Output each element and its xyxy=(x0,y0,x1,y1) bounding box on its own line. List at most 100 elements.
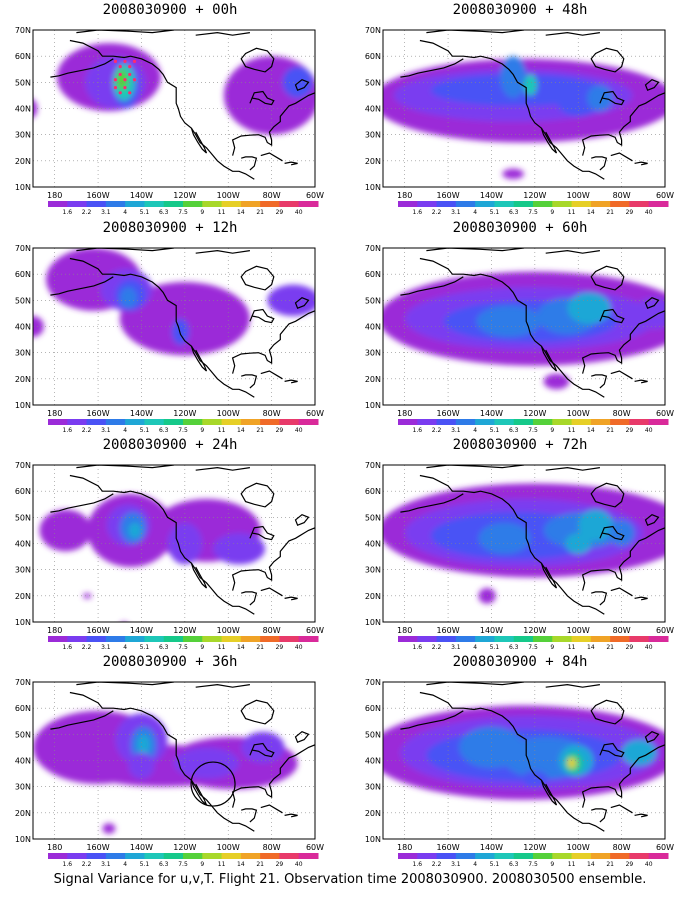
lon-label: 100W xyxy=(217,843,240,852)
colorbar-label: 11 xyxy=(568,644,576,650)
colorbar-label: 1.6 xyxy=(413,209,423,215)
lon-label: 60W xyxy=(656,409,674,418)
colorbar-swatch xyxy=(221,853,242,859)
lat-label: 60N xyxy=(365,270,381,279)
colorbar-swatch xyxy=(163,853,184,859)
lat-label: 20N xyxy=(365,157,381,166)
colorbar-swatch xyxy=(552,853,573,859)
lon-label: 180 xyxy=(397,409,412,418)
colorbar-swatch xyxy=(144,419,165,425)
colorbar-swatch xyxy=(221,201,242,207)
colorbar-label: 5.1 xyxy=(490,644,500,650)
lon-label: 120W xyxy=(523,191,546,200)
colorbar-swatch xyxy=(436,853,457,859)
colorbar-label: 2.2 xyxy=(432,861,442,867)
lat-label: 10N xyxy=(365,401,381,410)
colorbar-label: 6.3 xyxy=(509,427,519,433)
colorbar-swatch xyxy=(183,853,203,859)
colorbar-label: 3.1 xyxy=(101,427,111,433)
colorbar-swatch xyxy=(590,853,611,859)
map-panel-36h: 2008030900 + 36h 70N 60N 50N 40N 30N 20N 10N 18… xyxy=(0,652,340,867)
colorbar-swatch xyxy=(279,419,300,425)
colorbar-label: 3.1 xyxy=(101,861,111,867)
colorbar-label: 21 xyxy=(606,209,614,215)
colorbar-swatch xyxy=(240,201,261,207)
lon-label: 180 xyxy=(47,626,62,635)
lon-label: 140W xyxy=(130,843,153,852)
colorbar-swatch xyxy=(513,201,534,207)
colorbar-label: 40 xyxy=(295,861,303,867)
colorbar-label: 14 xyxy=(587,209,595,215)
colorbar-swatch xyxy=(125,636,145,642)
colorbar-swatch xyxy=(494,419,515,425)
colorbar-label: 7.5 xyxy=(528,209,538,215)
colorbar-label: 7.5 xyxy=(528,427,538,433)
colorbar-label: 11 xyxy=(568,861,576,867)
lat-label: 10N xyxy=(365,183,381,192)
colorbar-swatch xyxy=(125,853,145,859)
lon-label: 160W xyxy=(86,191,109,200)
lon-label: 140W xyxy=(480,843,503,852)
lon-label: 120W xyxy=(173,409,196,418)
colorbar-label: 11 xyxy=(218,861,226,867)
lon-label: 100W xyxy=(567,843,590,852)
lat-label: 30N xyxy=(15,349,31,358)
lat-label: 50N xyxy=(15,513,31,522)
map-panel-12h: 2008030900 + 12h 70N 60N 50N 40N 30N 20N 10N 18… xyxy=(0,218,340,433)
colorbar-swatch xyxy=(513,853,534,859)
lon-label: 140W xyxy=(130,409,153,418)
lon-label: 180 xyxy=(47,409,62,418)
colorbar-label: 4 xyxy=(123,861,127,867)
lon-label: 80W xyxy=(613,843,631,852)
colorbar-swatch xyxy=(494,201,515,207)
lat-label: 70N xyxy=(365,461,381,470)
colorbar-label: 2.2 xyxy=(82,644,92,650)
colorbar-label: 14 xyxy=(237,644,245,650)
colorbar-label: 7.5 xyxy=(178,427,188,433)
lon-label: 160W xyxy=(86,409,109,418)
colorbar-swatch xyxy=(494,636,515,642)
colorbar-label: 5.1 xyxy=(140,644,150,650)
lat-label: 40N xyxy=(15,757,31,766)
colorbar-swatch xyxy=(648,636,669,642)
colorbar-swatch xyxy=(455,201,476,207)
lat-label: 50N xyxy=(365,296,381,305)
colorbar-label: 5.1 xyxy=(490,209,500,215)
colorbar-swatch xyxy=(202,853,223,859)
colorbar-swatch xyxy=(183,201,203,207)
colorbar-swatch xyxy=(436,419,457,425)
colorbar-label: 29 xyxy=(626,644,634,650)
colorbar-label: 5.1 xyxy=(490,427,500,433)
colorbar-label: 29 xyxy=(626,427,634,433)
colorbar-label: 9 xyxy=(550,427,554,433)
colorbar-swatch xyxy=(163,201,184,207)
colorbar-swatch xyxy=(398,636,418,642)
lat-label: 50N xyxy=(15,78,31,87)
colorbar-swatch xyxy=(48,201,68,207)
variance-map: 70N 60N 50N 40N 30N 20N 10N 180 160W 140W 120W 100W… xyxy=(365,26,674,215)
panel-title: 2008030900 + 60h xyxy=(452,220,588,236)
colorbar-label: 40 xyxy=(295,209,303,215)
colorbar-swatch xyxy=(533,201,553,207)
colorbar-swatch xyxy=(105,636,126,642)
lat-label: 70N xyxy=(15,244,31,253)
lat-label: 30N xyxy=(365,783,381,792)
colorbar-label: 6.3 xyxy=(159,209,169,215)
colorbar-swatch xyxy=(221,636,242,642)
lat-label: 70N xyxy=(15,678,31,687)
colorbar-label: 9 xyxy=(200,427,204,433)
colorbar-label: 29 xyxy=(276,427,284,433)
lon-label: 60W xyxy=(656,191,674,200)
colorbar-swatch xyxy=(298,201,319,207)
lon-label: 60W xyxy=(306,191,324,200)
map-panel-00h: 2008030900 + 00h 70N 60N 50N 40N 30N 20N 10N 18… xyxy=(0,0,340,215)
colorbar-label: 40 xyxy=(645,209,653,215)
colorbar-label: 14 xyxy=(587,427,595,433)
colorbar-label: 2.2 xyxy=(432,427,442,433)
colorbar-swatch xyxy=(67,419,88,425)
colorbar-swatch xyxy=(648,419,669,425)
colorbar-swatch xyxy=(298,419,319,425)
lon-label: 160W xyxy=(86,626,109,635)
colorbar-label: 29 xyxy=(626,861,634,867)
colorbar-swatch xyxy=(436,201,457,207)
